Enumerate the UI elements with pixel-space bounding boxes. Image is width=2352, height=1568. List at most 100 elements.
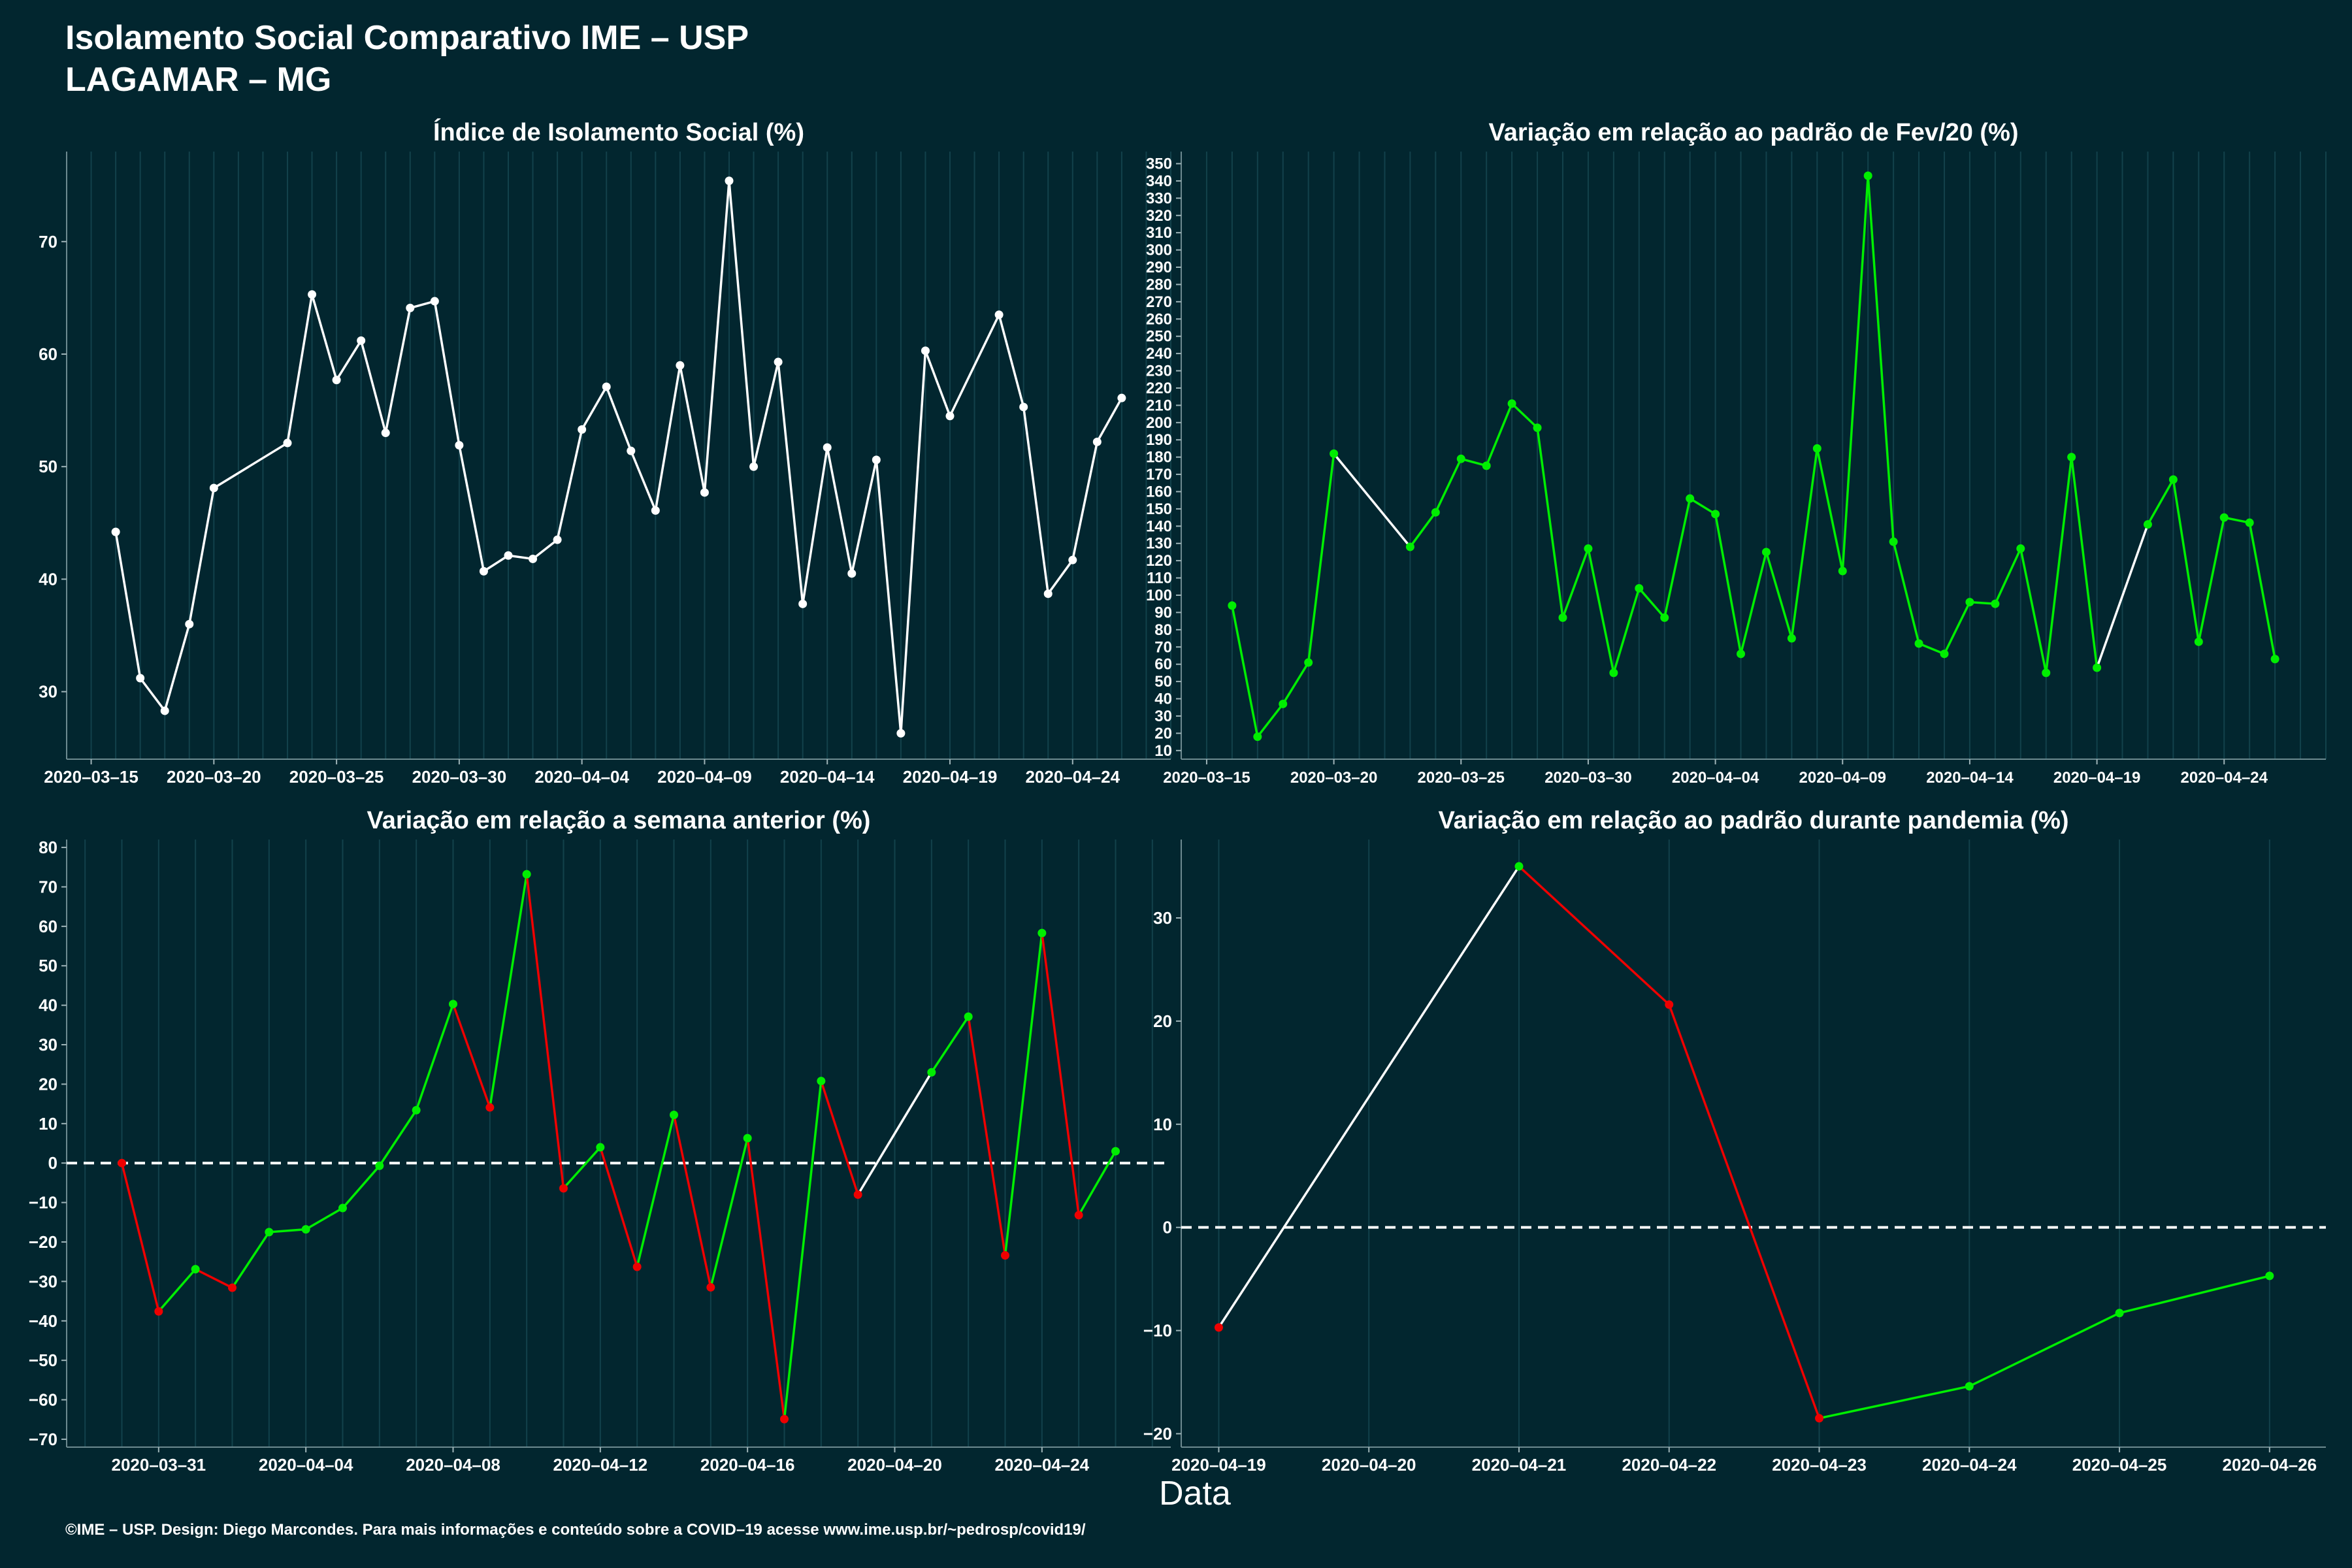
series-segment [2119, 1275, 2270, 1315]
y-tick-label: 110 [1147, 570, 1172, 587]
page-title: Isolamento Social Comparativo IME – USP [65, 19, 749, 57]
y-tick-label: −70 [29, 1429, 57, 1449]
data-point [1068, 555, 1077, 564]
series-segment [1307, 453, 1335, 663]
x-tick-label: 2020–04–24 [2181, 769, 2268, 787]
x-tick-label: 2020–03–15 [44, 767, 139, 787]
x-tick-label: 2020–03–15 [1163, 769, 1250, 787]
data-point [522, 870, 531, 879]
data-point [154, 1307, 163, 1316]
series-segment [710, 1137, 749, 1288]
data-point [823, 443, 832, 452]
footer-credits: ©IME – USP. Design: Diego Marcondes. Par… [65, 1521, 1086, 1539]
y-tick-label: 190 [1146, 431, 1172, 449]
data-point [160, 706, 169, 715]
series-segment [636, 1115, 676, 1267]
series-segment [305, 1207, 344, 1231]
y-tick-label: 30 [39, 682, 57, 702]
data-point [1711, 510, 1720, 519]
data-point [749, 462, 759, 471]
series-segment [1892, 541, 1920, 644]
data-point [780, 1414, 789, 1424]
data-point [1074, 1211, 1083, 1220]
data-point [1304, 658, 1313, 667]
series-segment [1918, 642, 1945, 655]
x-tick-label: 2020–04–04 [1672, 769, 1759, 787]
data-point [228, 1283, 237, 1292]
data-point [602, 382, 611, 391]
series-segment [384, 308, 412, 433]
data-point [896, 728, 906, 738]
chart-title: Variação em relação a semana anterior (%… [367, 807, 871, 834]
x-tick-label: 2020–04–14 [780, 767, 875, 787]
data-point [2067, 453, 2076, 462]
y-tick-label: 10 [39, 1114, 57, 1134]
data-point [921, 346, 930, 355]
y-tick-label: 200 [1146, 414, 1172, 432]
data-point [670, 1111, 678, 1120]
series-segment [1041, 932, 1080, 1216]
series-segment [1816, 448, 1844, 572]
series-segment [967, 1016, 1007, 1256]
data-point [1330, 449, 1339, 458]
data-point [559, 1184, 568, 1193]
y-tick-label: −50 [29, 1350, 57, 1370]
series-segment [672, 1115, 712, 1288]
y-tick-label: 60 [1154, 656, 1172, 674]
series-segment [900, 350, 927, 734]
data-point [1117, 393, 1126, 402]
y-tick-label: 30 [1154, 708, 1172, 725]
data-point [1507, 399, 1516, 408]
x-tick-label: 2020–04–24 [1922, 1455, 2017, 1475]
series-segment [1409, 512, 1437, 548]
series-segment [801, 447, 828, 604]
data-point [1838, 566, 1847, 576]
y-tick-label: 50 [1154, 673, 1172, 691]
x-tick-label: 2020–04–04 [259, 1455, 353, 1475]
series-segment [998, 314, 1025, 408]
y-tick-label: 10 [1153, 1115, 1172, 1134]
y-tick-label: 340 [1146, 172, 1172, 190]
data-point [632, 1262, 642, 1271]
series-segment [924, 350, 951, 417]
series-segment [1663, 498, 1691, 618]
x-tick-label: 2020–04–09 [1799, 769, 1886, 787]
series-segment [195, 1268, 233, 1289]
y-tick-label: 20 [1154, 725, 1172, 742]
series-segment [1518, 865, 1670, 1005]
data-point [485, 1103, 495, 1112]
series-segment [1969, 600, 1995, 605]
series-segment [483, 554, 509, 572]
data-point [479, 566, 488, 576]
series-segment [2197, 517, 2225, 642]
series-segment [1765, 551, 1793, 639]
series-segment [1841, 175, 1869, 572]
x-tick-label: 2020–04–09 [657, 767, 752, 787]
data-point [529, 554, 538, 563]
data-point [209, 483, 218, 493]
series-segment [2095, 524, 2149, 668]
y-tick-label: 210 [1146, 397, 1172, 414]
series-segment [1485, 403, 1513, 466]
chart-panel-4: Variação em relação ao padrão durante pa… [1143, 807, 2326, 1475]
series-segment [378, 1109, 417, 1167]
data-point [449, 1000, 457, 1009]
series-segment [1077, 1151, 1117, 1216]
data-point [1228, 601, 1237, 610]
series-segment [1968, 1312, 2120, 1388]
series-segment [581, 386, 608, 431]
chart-panel-3: Variação em relação a semana anterior (%… [29, 807, 1171, 1475]
series-segment [752, 361, 779, 467]
data-point [1037, 928, 1047, 938]
y-tick-label: 10 [1154, 742, 1172, 760]
data-point [375, 1161, 384, 1170]
series-segment [857, 1071, 933, 1196]
series-segment [2070, 457, 2099, 668]
data-point [1253, 732, 1262, 742]
series-segment [875, 459, 902, 734]
data-point [2115, 1309, 2124, 1318]
y-tick-label: −60 [29, 1390, 57, 1410]
chart-title: Variação em relação ao padrão durante pa… [1438, 807, 2068, 834]
y-tick-label: 270 [1146, 293, 1172, 311]
